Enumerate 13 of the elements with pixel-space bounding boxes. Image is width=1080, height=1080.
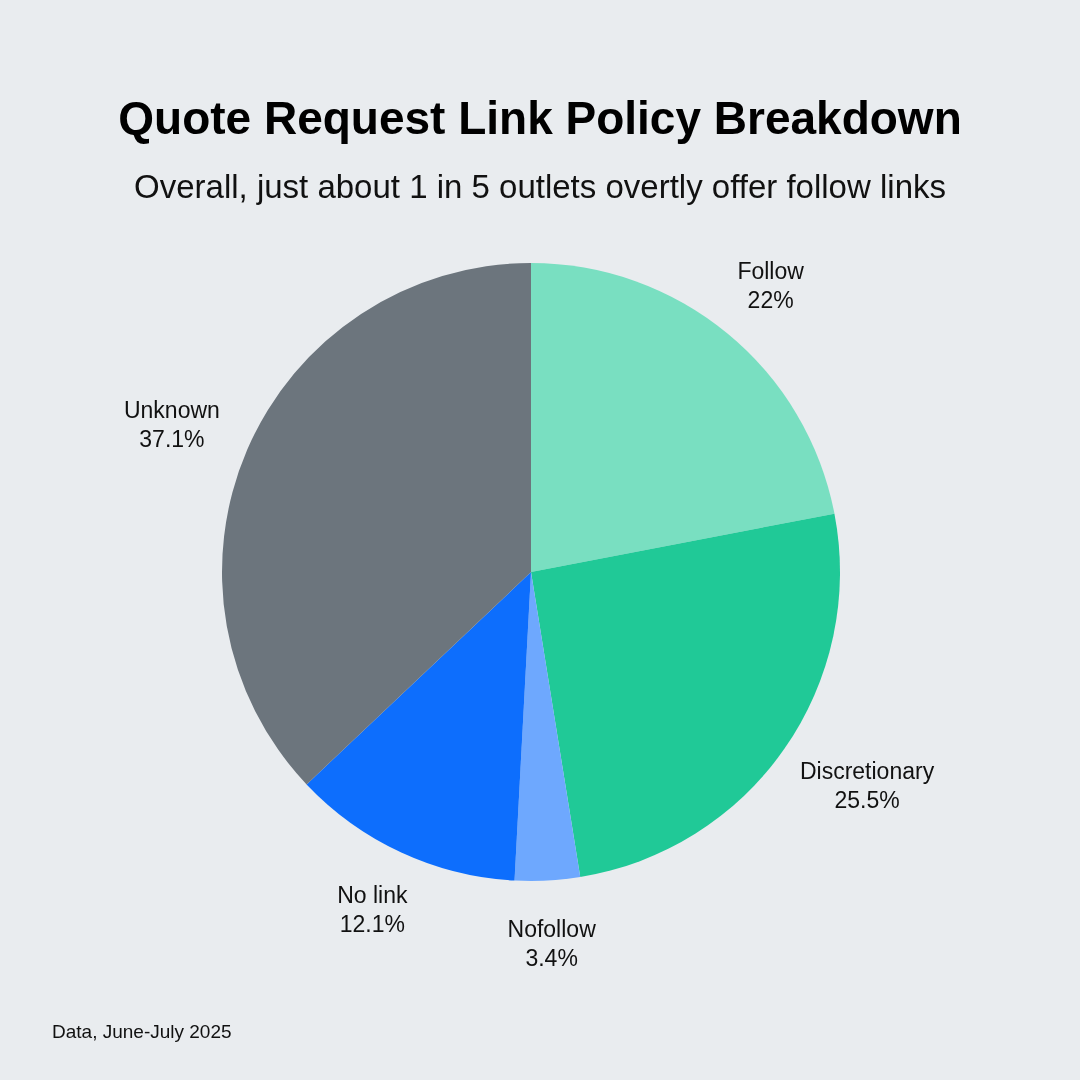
data-label: 3.4% (525, 944, 578, 971)
slice-label: Unknown (123, 397, 220, 424)
slice-label: Discretionary (799, 757, 935, 784)
text: Data, June-July 2025 (52, 1021, 232, 1042)
data-label: 37.1% (139, 426, 205, 453)
data-label: 22% (747, 286, 794, 313)
slice-label: No link (337, 882, 408, 909)
chart-title: Quote Request Link Policy Breakdown (118, 92, 962, 144)
slice-label: Nofollow (507, 915, 597, 942)
chart-subtitle: Overall, just about 1 in 5 outlets overtly offer follow links (134, 168, 946, 205)
slice-label: Follow (737, 257, 805, 284)
data-label: 25.5% (834, 786, 900, 813)
data-label: 12.1% (339, 911, 405, 938)
